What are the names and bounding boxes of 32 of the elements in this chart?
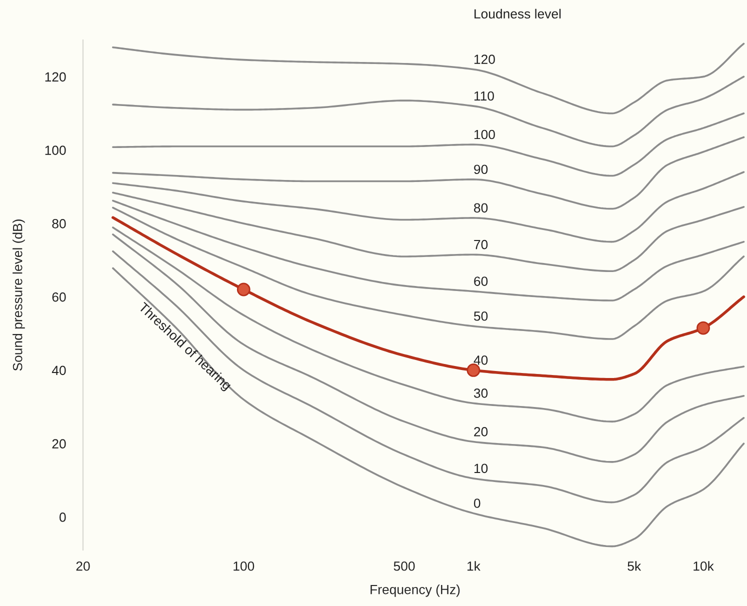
series-label: 60 (474, 276, 488, 286)
x-axis-title: Frequency (Hz) (370, 584, 460, 597)
series-label: 10 (474, 464, 488, 474)
series-label: 80 (474, 203, 488, 213)
series-label: 50 (474, 311, 488, 321)
x-tick-label: 10k (694, 561, 714, 571)
y-tick-label: 80 (52, 219, 66, 228)
series-label: 40 (474, 355, 488, 365)
x-tick-label: 5k (628, 561, 642, 571)
x-tick-label: 1k (467, 561, 480, 571)
point (466, 364, 480, 377)
series-label: 100 (474, 130, 495, 140)
x-tick-label: 500 (394, 561, 415, 571)
series-label: 120 (474, 54, 495, 64)
point (236, 282, 250, 296)
series-label: 20 (474, 427, 488, 436)
y-tick-label: 120 (45, 72, 66, 82)
y-tick-label: 0 (60, 512, 66, 522)
x-tick-label: 20 (76, 561, 90, 571)
legend-title: Loudness level (474, 8, 561, 19)
y-tick-label: 100 (45, 146, 66, 155)
series-label: 30 (474, 388, 488, 398)
point (696, 321, 710, 335)
y-tick-label: 40 (52, 366, 66, 376)
series-label: 110 (474, 91, 494, 101)
y-tick-label: 20 (52, 439, 66, 449)
series-label: 70 (474, 240, 488, 250)
y-tick-label: 60 (52, 292, 66, 302)
y-axis-title: Sound pressure level (dB) (12, 220, 25, 371)
series-label: 0 (474, 498, 480, 508)
series-label: 90 (474, 164, 488, 174)
x-tick-label: 100 (234, 561, 254, 571)
